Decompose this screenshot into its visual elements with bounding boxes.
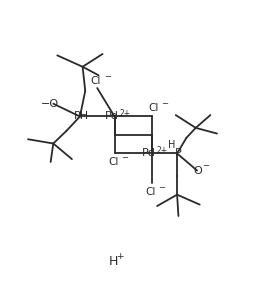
- Text: H: H: [108, 255, 118, 268]
- Text: −: −: [161, 100, 168, 108]
- Text: 2+: 2+: [156, 146, 168, 154]
- Text: Cl: Cl: [91, 76, 101, 86]
- Text: Cl: Cl: [148, 103, 158, 113]
- Text: Cl: Cl: [108, 157, 118, 167]
- Text: −: −: [104, 72, 111, 81]
- Text: Pd: Pd: [105, 111, 119, 121]
- Text: O: O: [193, 166, 202, 176]
- Text: −: −: [158, 183, 165, 192]
- Text: +: +: [116, 252, 123, 261]
- Text: Pd: Pd: [142, 148, 156, 158]
- Text: −O: −O: [41, 99, 59, 109]
- Text: H: H: [168, 141, 175, 150]
- Text: −: −: [202, 162, 209, 170]
- Text: P: P: [175, 148, 181, 158]
- Text: 2+: 2+: [119, 108, 130, 118]
- Text: PH: PH: [74, 111, 89, 121]
- Text: −: −: [121, 154, 128, 162]
- Text: Cl: Cl: [145, 187, 156, 197]
